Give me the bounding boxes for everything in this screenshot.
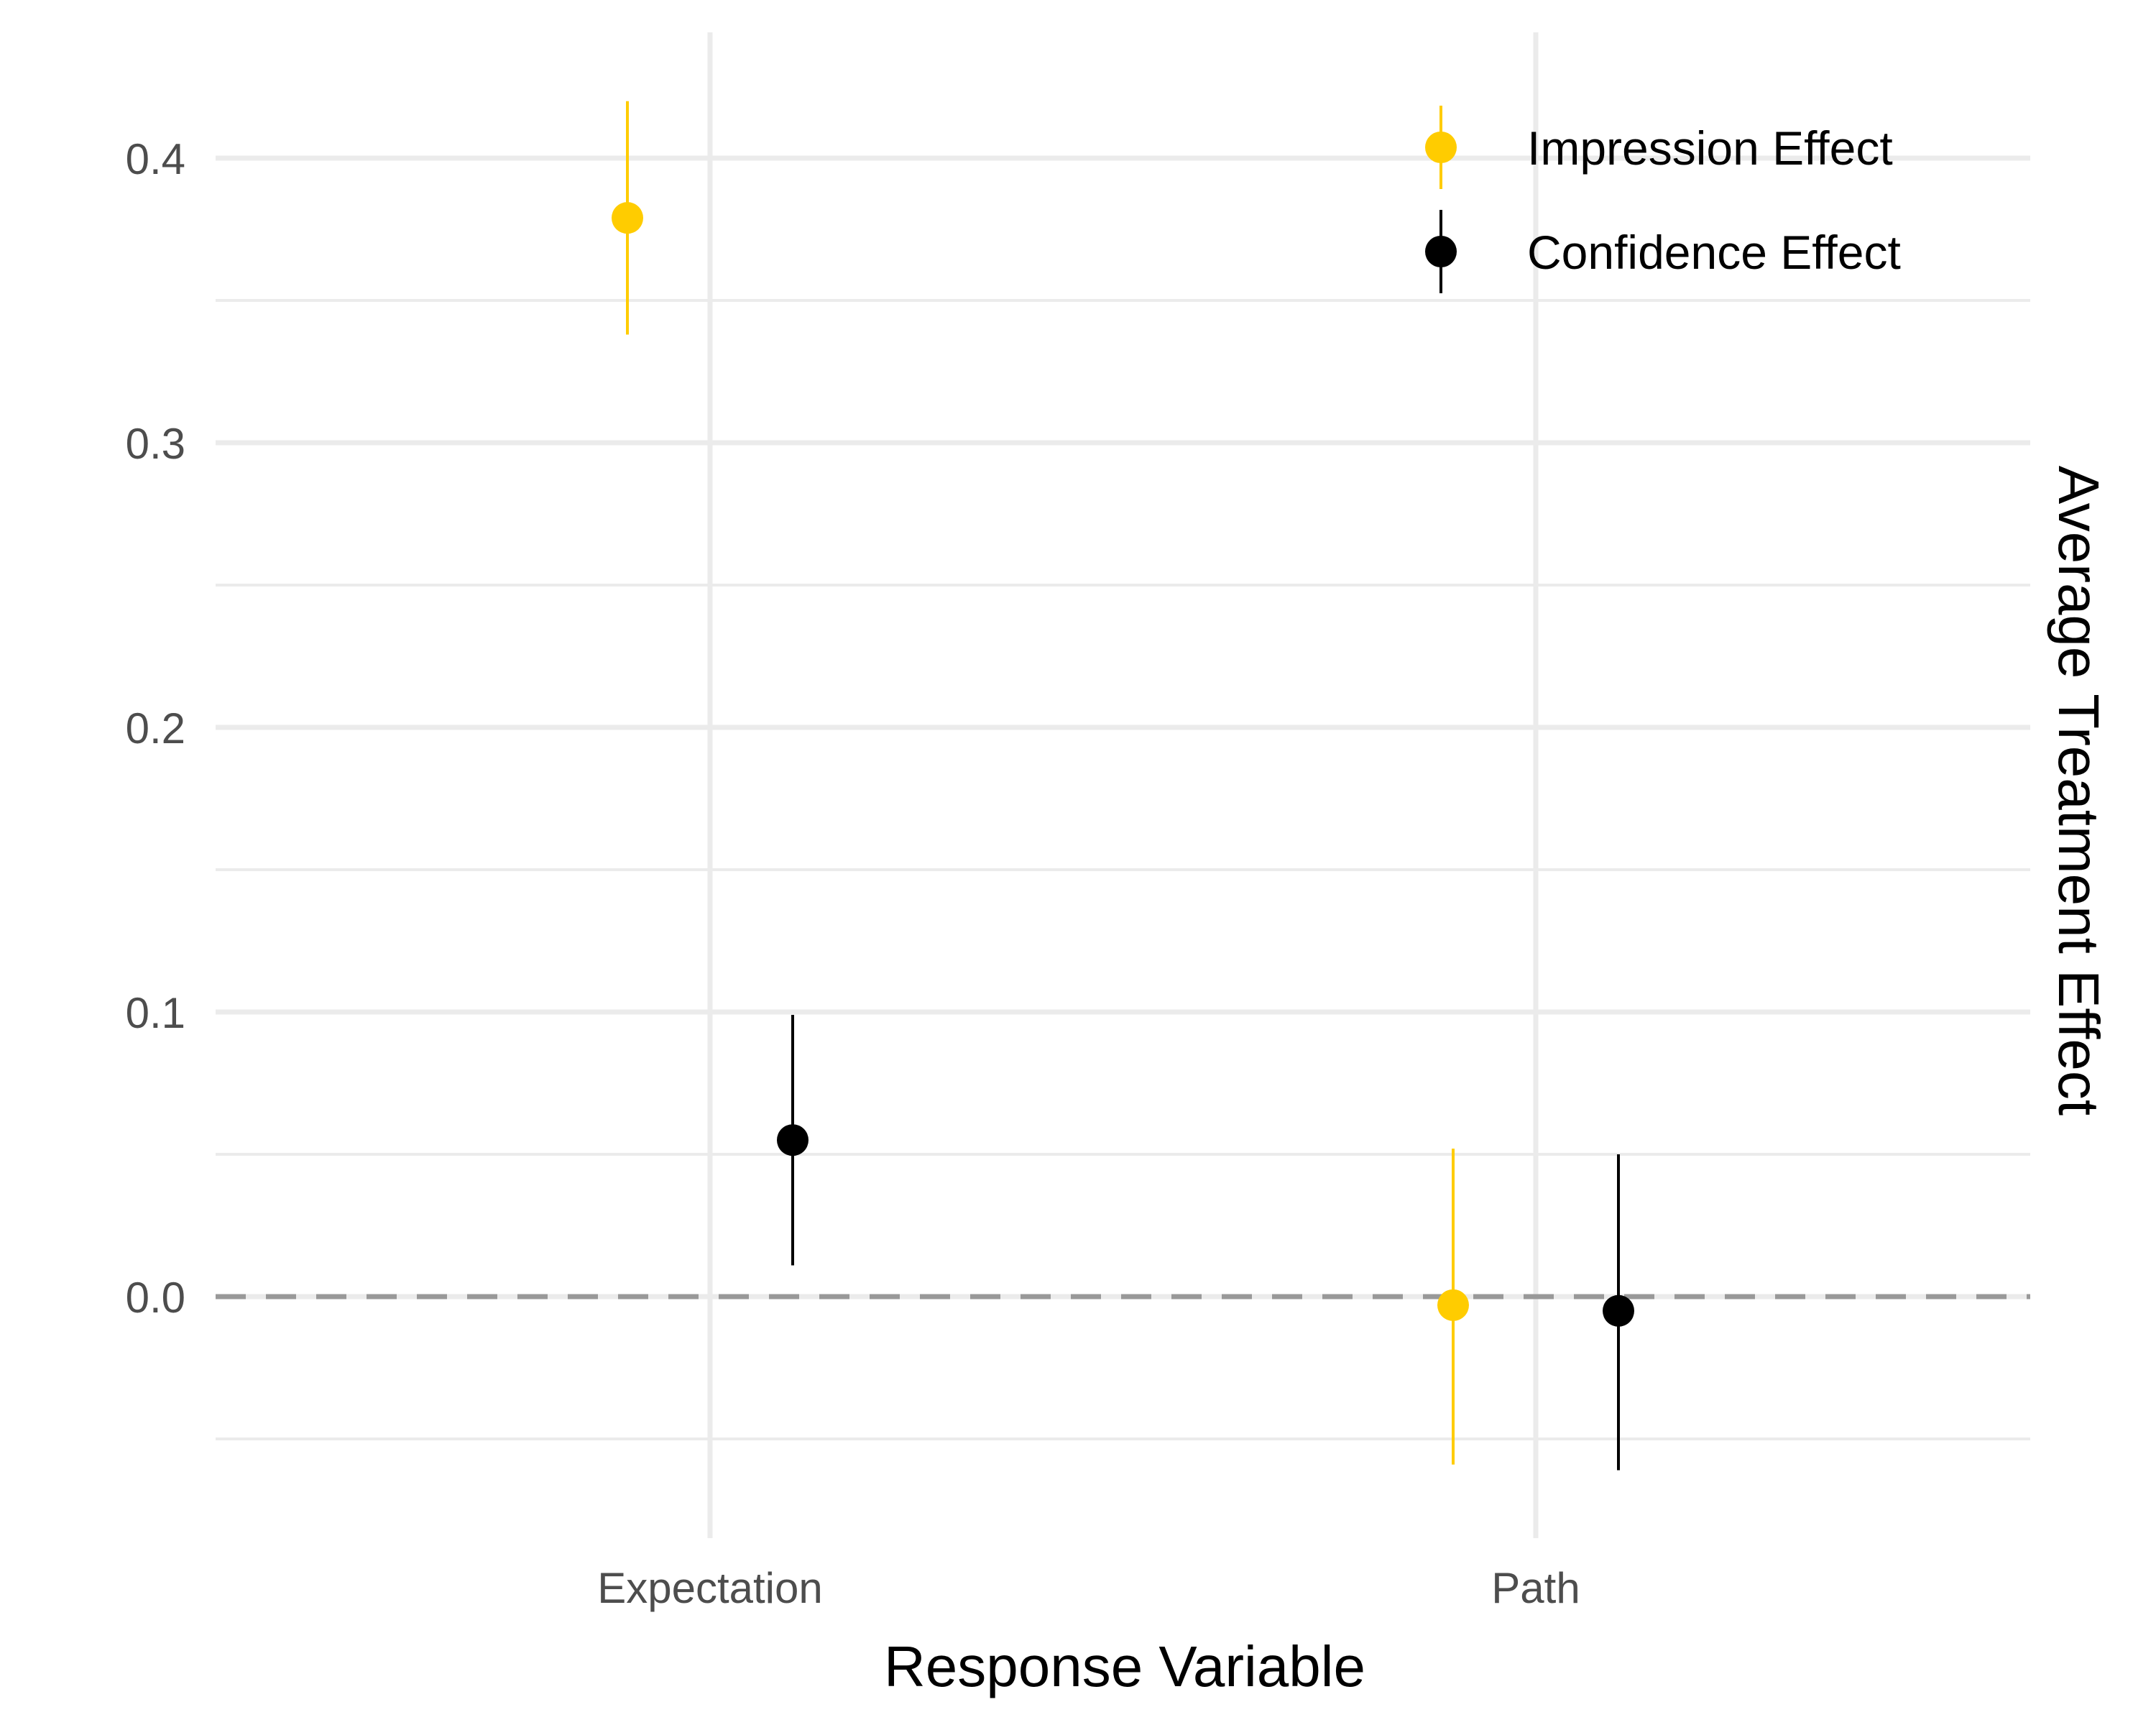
y-tick-label: 0.0 (126, 1274, 185, 1322)
y-axis-title: Average Treatment Effect (2047, 466, 2111, 1116)
legend: Impression Effect Confidence Effect (1425, 106, 1901, 293)
y-tick-label: 0.2 (126, 704, 185, 753)
y-tick-label: 0.4 (126, 135, 185, 183)
legend-key-point-impression-effect (1425, 132, 1457, 163)
impression-effect-point (612, 202, 643, 234)
legend-key-point-confidence-effect (1425, 236, 1457, 267)
y-tick-label: 0.3 (126, 420, 185, 468)
y-axis-tick-labels: 0.0 0.1 0.2 0.3 0.4 (126, 135, 185, 1322)
data-marks (612, 101, 1634, 1471)
legend-label-impression-effect: Impression Effect (1527, 121, 1893, 175)
vertical-gridlines (707, 32, 1539, 1538)
x-axis-title: Response Variable (884, 1634, 1365, 1698)
legend-label-confidence-effect: Confidence Effect (1527, 226, 1901, 279)
confidence-effect-point (1603, 1294, 1634, 1327)
x-axis-tick-labels: Expectation Path (597, 1564, 1580, 1612)
confidence-effect-point (777, 1124, 808, 1156)
x-tick-label: Expectation (597, 1564, 823, 1612)
y-tick-label: 0.1 (126, 989, 185, 1037)
x-tick-label: Path (1491, 1564, 1580, 1612)
minor-gridlines (216, 299, 2030, 1440)
impression-effect-point (1437, 1289, 1469, 1321)
